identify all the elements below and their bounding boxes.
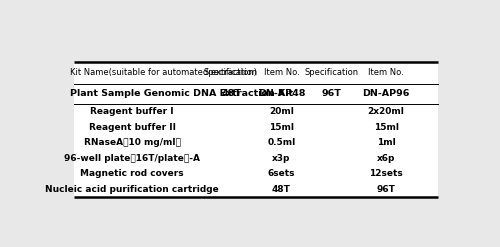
Text: 48T: 48T: [221, 89, 241, 98]
Text: 1ml: 1ml: [376, 138, 396, 147]
Text: 20ml: 20ml: [269, 107, 294, 116]
Text: Specification: Specification: [204, 68, 258, 77]
Text: Specification: Specification: [305, 68, 359, 77]
Text: DN-AP48: DN-AP48: [258, 89, 305, 98]
Text: 96T: 96T: [376, 185, 396, 194]
Text: 12sets: 12sets: [369, 169, 403, 178]
Text: 0.5ml: 0.5ml: [268, 138, 295, 147]
Text: 15ml: 15ml: [374, 123, 398, 132]
Text: Reagent buffer II: Reagent buffer II: [89, 123, 176, 132]
Text: 15ml: 15ml: [269, 123, 294, 132]
Text: 96-well plate（16T/plate）-A: 96-well plate（16T/plate）-A: [64, 154, 200, 163]
Text: Nucleic acid purification cartridge: Nucleic acid purification cartridge: [46, 185, 219, 194]
Text: 48T: 48T: [272, 185, 291, 194]
Text: 96T: 96T: [322, 89, 342, 98]
Text: Reagent buffer I: Reagent buffer I: [90, 107, 174, 116]
Text: x6p: x6p: [377, 154, 395, 163]
Text: Magnetic rod covers: Magnetic rod covers: [80, 169, 184, 178]
Text: Plant Sample Genomic DNA Extraction Kit: Plant Sample Genomic DNA Extraction Kit: [70, 89, 294, 98]
Text: RNaseA（10 mg/ml）: RNaseA（10 mg/ml）: [84, 138, 180, 147]
Text: Kit Name(suitable for automated extraction): Kit Name(suitable for automated extracti…: [70, 68, 257, 77]
Text: 6sets: 6sets: [268, 169, 295, 178]
Bar: [74, 62, 438, 197]
Text: DN-AP96: DN-AP96: [362, 89, 410, 98]
Text: 2x20ml: 2x20ml: [368, 107, 405, 116]
Text: x3p: x3p: [272, 154, 290, 163]
Text: Item No.: Item No.: [368, 68, 404, 77]
Text: Item No.: Item No.: [264, 68, 300, 77]
